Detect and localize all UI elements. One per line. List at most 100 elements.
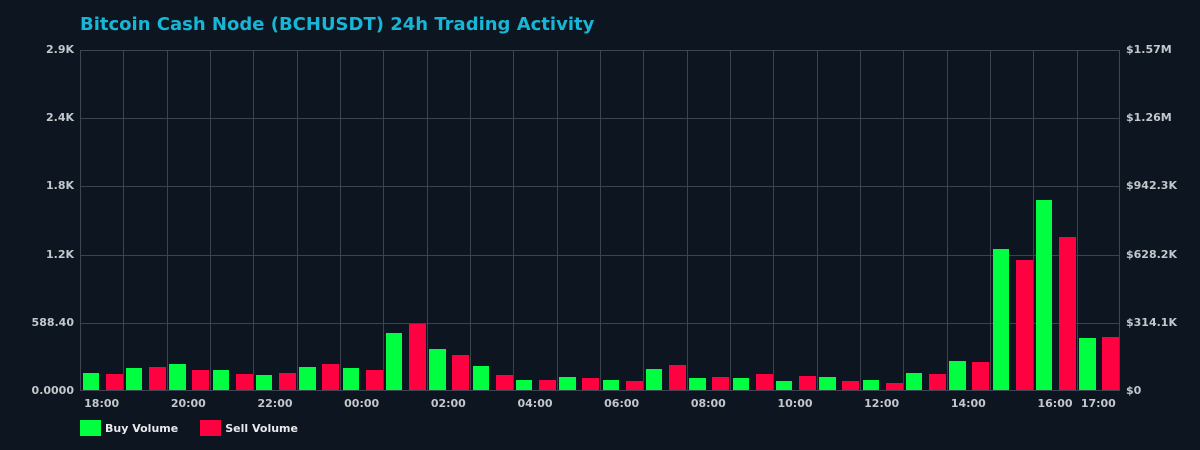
y-tick-label-left: 2.4K: [45, 111, 74, 125]
sell-volume-bar[interactable]: [885, 382, 903, 390]
sell-volume-bar[interactable]: [105, 374, 123, 390]
sell-swatch-icon: [200, 420, 222, 436]
gridline-vertical: [686, 51, 688, 390]
buy-volume-bar[interactable]: [645, 368, 663, 390]
buy-volume-bar[interactable]: [949, 361, 966, 390]
sell-volume-bar[interactable]: [1015, 260, 1033, 390]
x-tick-label: 16:00: [1037, 397, 1073, 410]
legend: Buy Volume Sell Volume: [80, 420, 320, 436]
sell-volume-bar[interactable]: [972, 362, 990, 390]
buy-volume-bar[interactable]: [1035, 200, 1053, 390]
gridline-vertical: [600, 51, 601, 390]
buy-volume-bar[interactable]: [299, 367, 316, 390]
sell-volume-bar[interactable]: [408, 324, 426, 390]
buy-volume-bar[interactable]: [429, 348, 446, 390]
sell-volume-bar[interactable]: [842, 381, 860, 390]
y-tick-label-right: $628.2K: [1126, 247, 1177, 261]
sell-volume-bar[interactable]: [322, 364, 340, 390]
x-tick-label: 14:00: [950, 397, 986, 410]
buy-volume-bar[interactable]: [212, 370, 229, 390]
chart-title: Bitcoin Cash Node (BCHUSDT) 24h Trading …: [80, 14, 595, 35]
gridline-vertical: [860, 51, 861, 390]
legend-label-sell: Sell Volume: [225, 421, 298, 435]
sell-volume-bar[interactable]: [928, 374, 946, 390]
gridline-vertical: [166, 51, 168, 390]
gridline-vertical: [383, 51, 385, 390]
x-tick-label: 02:00: [430, 397, 466, 410]
buy-volume-bar[interactable]: [342, 368, 359, 390]
gridline-vertical: [210, 51, 211, 390]
buy-volume-bar[interactable]: [1079, 338, 1096, 390]
gridline-vertical: [1033, 51, 1035, 390]
gridline-vertical: [730, 51, 731, 390]
x-tick-label: 10:00: [777, 397, 813, 410]
sell-volume-bar[interactable]: [148, 367, 166, 390]
buy-volume-bar[interactable]: [472, 365, 489, 390]
buy-volume-bar[interactable]: [169, 364, 186, 390]
gridline-vertical: [990, 51, 991, 390]
gridline-vertical: [296, 51, 298, 390]
x-tick-label: 20:00: [170, 397, 206, 410]
gridline-vertical: [773, 51, 775, 390]
buy-volume-bar[interactable]: [732, 377, 749, 390]
gridline-vertical: [946, 51, 948, 390]
sell-volume-bar[interactable]: [582, 377, 600, 390]
gridline-vertical: [513, 51, 515, 390]
buy-volume-bar[interactable]: [559, 377, 576, 390]
buy-volume-bar[interactable]: [255, 374, 273, 390]
sell-volume-bar[interactable]: [668, 365, 686, 390]
y-tick-label-right: $314.1K: [1126, 315, 1177, 329]
x-tick-label: 06:00: [604, 397, 640, 410]
buy-volume-bar[interactable]: [689, 377, 706, 390]
gridline-vertical: [470, 51, 471, 390]
gridline-vertical: [643, 51, 645, 390]
x-tick-label: 08:00: [690, 397, 726, 410]
buy-volume-bar[interactable]: [992, 249, 1009, 390]
gridline-vertical: [903, 51, 905, 390]
x-tick-label: 17:00: [1080, 397, 1116, 410]
buy-swatch-icon: [80, 420, 101, 436]
sell-volume-bar[interactable]: [365, 370, 383, 390]
sell-volume-bar[interactable]: [712, 377, 730, 390]
gridline-vertical: [253, 51, 255, 390]
buy-volume-bar[interactable]: [125, 368, 143, 390]
sell-volume-bar[interactable]: [452, 354, 470, 390]
buy-volume-bar[interactable]: [862, 379, 879, 390]
y-tick-label-right: $1.57M: [1126, 43, 1172, 56]
buy-volume-bar[interactable]: [905, 373, 923, 390]
x-tick-label: 04:00: [517, 397, 553, 410]
gridline-vertical: [556, 51, 558, 390]
buy-volume-bar[interactable]: [515, 379, 533, 390]
sell-volume-bar[interactable]: [192, 370, 210, 390]
legend-item-buy[interactable]: Buy Volume: [80, 420, 178, 436]
buy-volume-bar[interactable]: [602, 379, 619, 390]
legend-item-sell[interactable]: Sell Volume: [200, 420, 298, 436]
sell-volume-bar[interactable]: [1102, 336, 1120, 390]
sell-volume-bar[interactable]: [1058, 237, 1076, 390]
gridline-vertical: [123, 51, 125, 390]
sell-volume-bar[interactable]: [755, 374, 773, 390]
sell-volume-bar[interactable]: [235, 374, 253, 390]
y-tick-label-right: $1.26M: [1126, 111, 1172, 125]
gridline-vertical: [1076, 51, 1078, 390]
y-tick-label-right: $942.3K: [1126, 179, 1177, 193]
buy-volume-bar[interactable]: [775, 381, 793, 390]
legend-label-buy: Buy Volume: [105, 421, 179, 435]
x-tick-label: 12:00: [864, 397, 900, 410]
sell-volume-bar[interactable]: [278, 373, 296, 390]
gridline-vertical: [340, 51, 341, 390]
gridline-vertical: [426, 51, 428, 390]
y-tick-label-left: 0.0000: [31, 384, 74, 397]
sell-volume-bar[interactable]: [798, 376, 816, 390]
sell-volume-bar[interactable]: [538, 379, 556, 390]
sell-volume-bar[interactable]: [495, 374, 513, 390]
x-tick-label: 22:00: [257, 397, 293, 410]
plot-area: [80, 50, 1120, 391]
x-tick-label: 00:00: [344, 397, 380, 410]
buy-volume-bar[interactable]: [82, 373, 99, 390]
sell-volume-bar[interactable]: [625, 381, 643, 390]
y-tick-label-left: 2.9K: [45, 43, 74, 56]
y-tick-label-right: $0: [1126, 384, 1142, 397]
buy-volume-bar[interactable]: [385, 333, 403, 390]
buy-volume-bar[interactable]: [819, 377, 836, 390]
